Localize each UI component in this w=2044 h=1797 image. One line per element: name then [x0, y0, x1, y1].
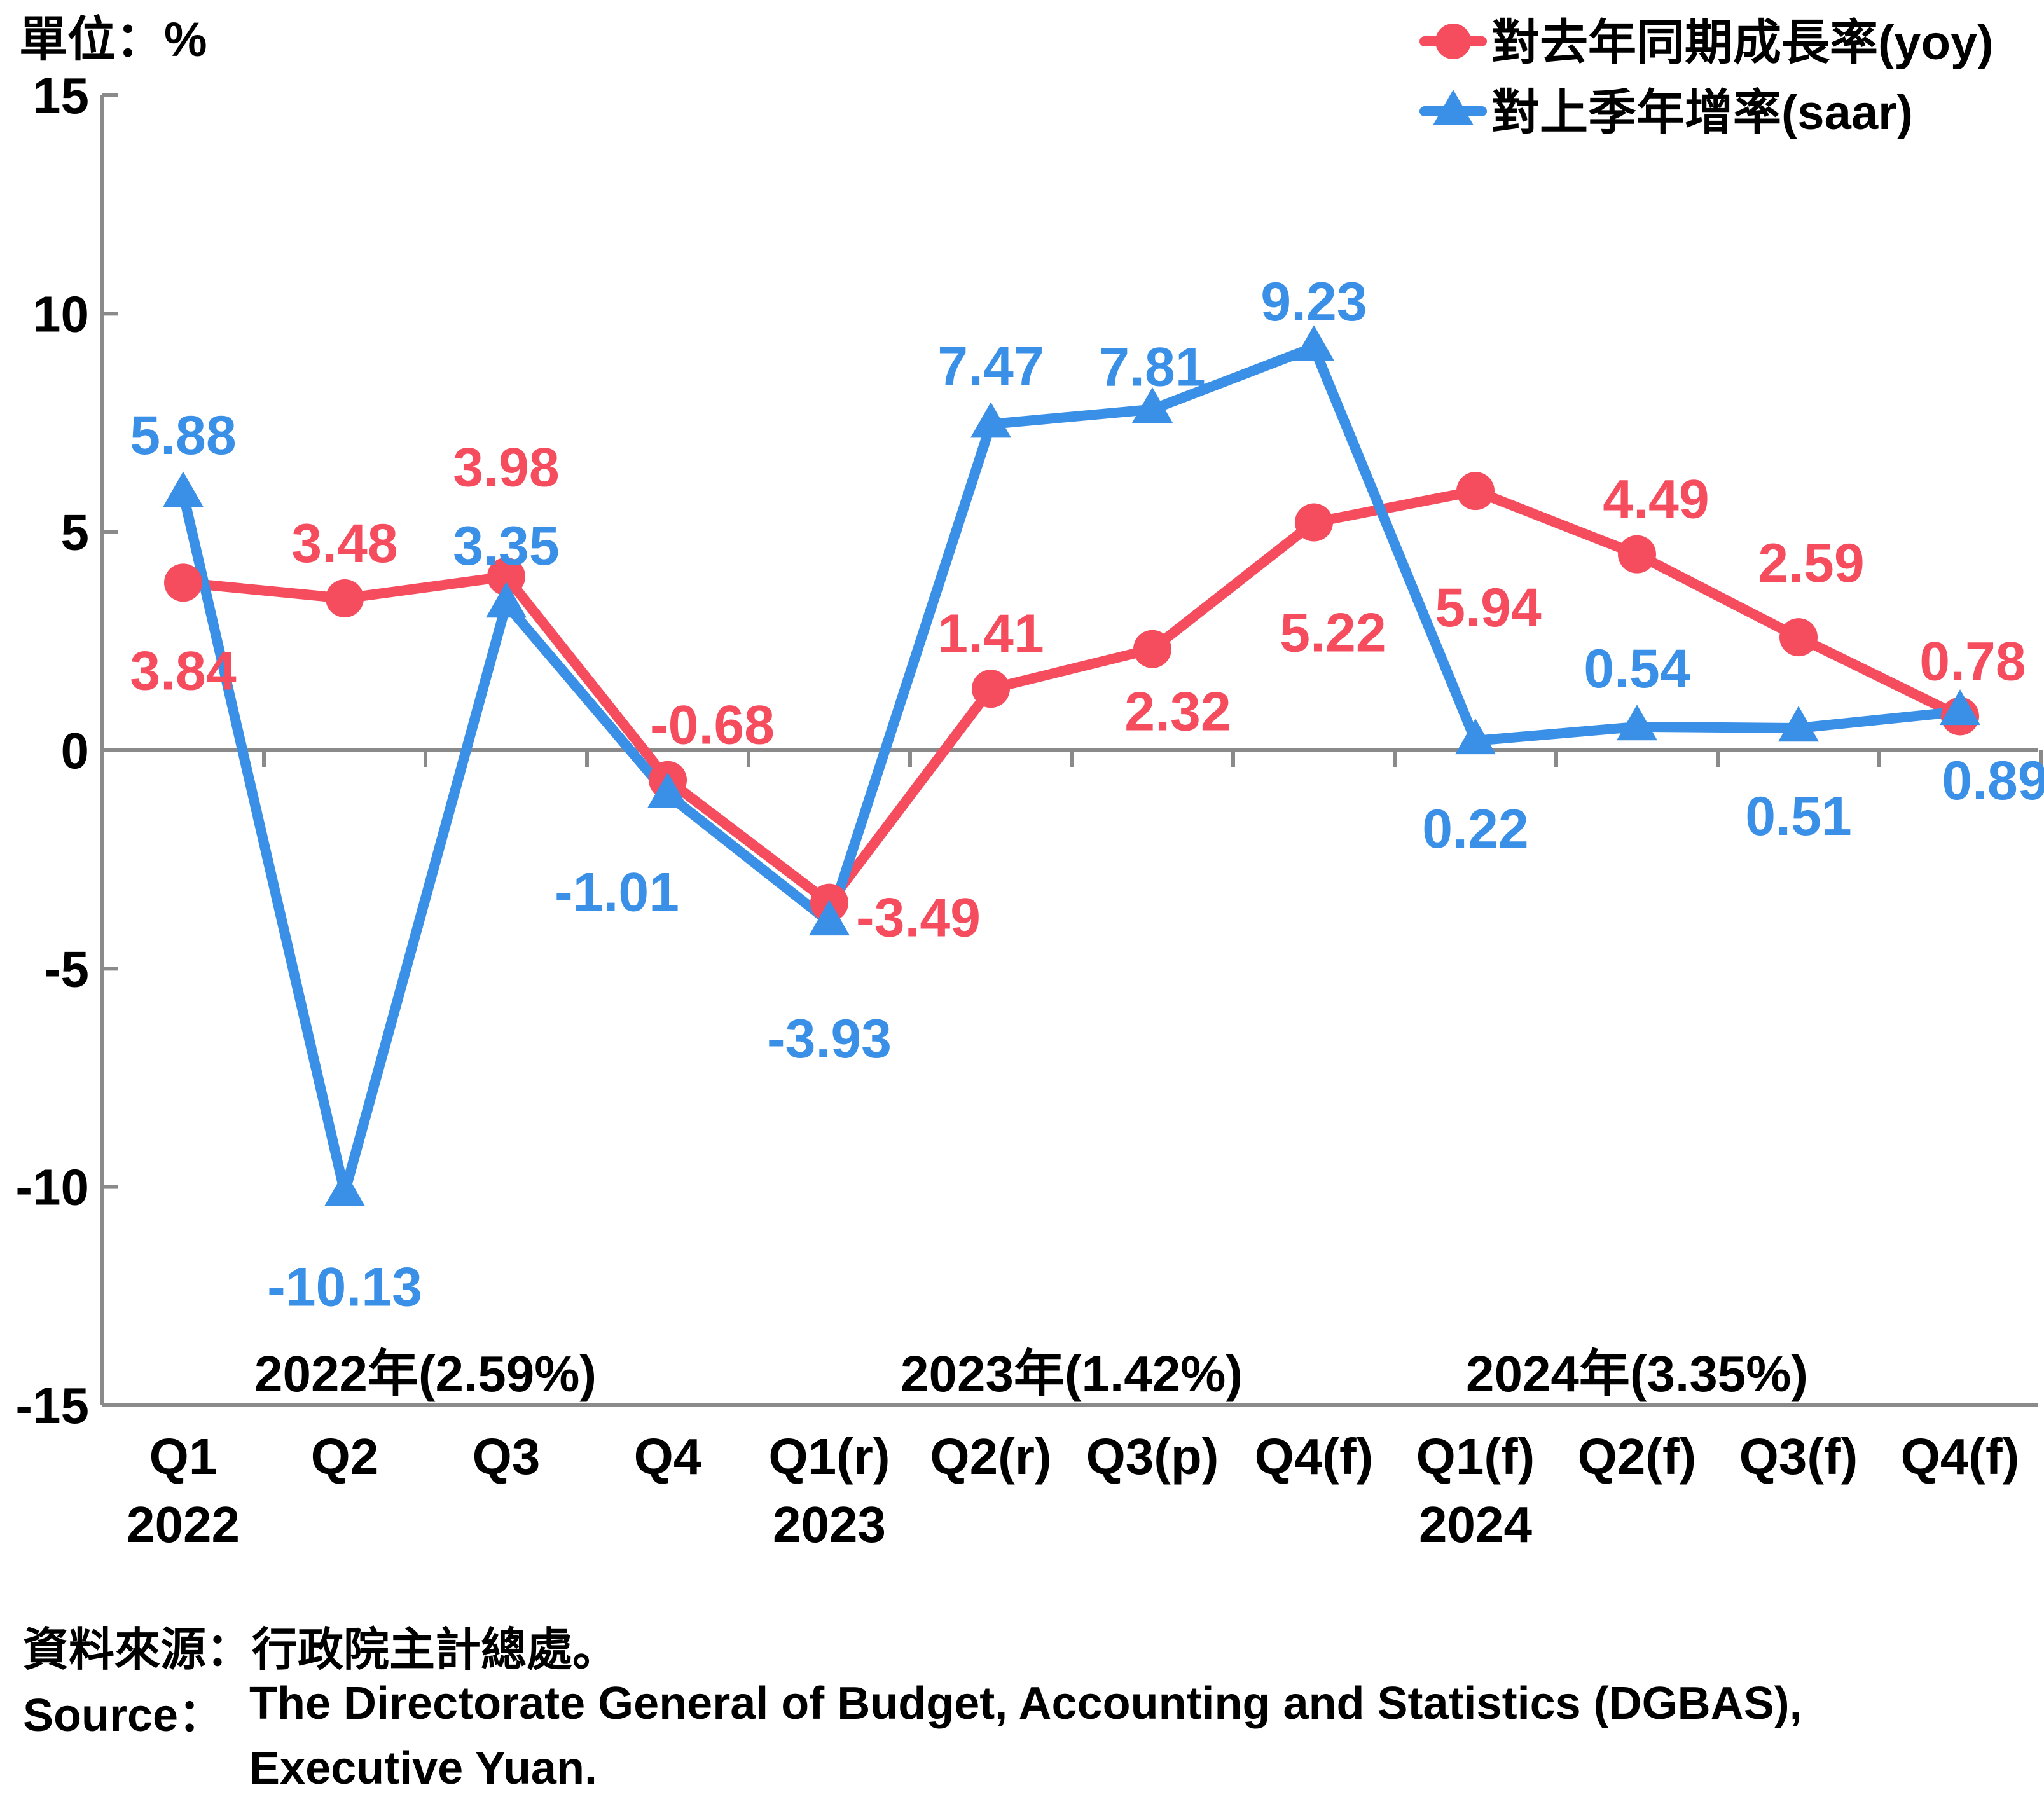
y-tick-label: -10	[15, 1159, 89, 1216]
yoy-data-label: -3.49	[856, 888, 981, 949]
saar-data-label: 0.22	[1422, 799, 1528, 860]
yoy-point	[972, 670, 1010, 708]
year-label: 2023	[773, 1496, 886, 1553]
x-tick-label: Q2(r)	[930, 1428, 1051, 1485]
saar-data-label: 0.51	[1745, 786, 1851, 847]
yoy-data-label: 1.41	[937, 603, 1044, 664]
annual-labels: 2022年(2.59%) 2023年(1.42%) 2024年(3.35%)	[254, 1346, 1808, 1402]
annual-growth-label: 2022年(2.59%)	[254, 1346, 597, 1402]
saar-point	[324, 1170, 365, 1206]
saar-point	[647, 772, 688, 808]
yoy-data-label: 0.78	[1919, 631, 2026, 692]
yoy-point	[1295, 503, 1333, 542]
yoy-point	[1618, 535, 1656, 574]
source-en-line2: Executive Yuan.	[249, 1743, 597, 1794]
yoy-point	[1133, 630, 1171, 668]
saar-point	[970, 402, 1011, 438]
x-tick-label: Q1(r)	[768, 1428, 890, 1485]
yoy-data-label: 4.49	[1603, 469, 1709, 530]
saar-point	[486, 582, 527, 618]
yoy-data-label: -0.68	[650, 695, 775, 756]
legend-marker	[1435, 24, 1471, 59]
y-tick-label: 5	[61, 504, 90, 561]
x-tick-label: Q3	[473, 1428, 541, 1485]
year-label: 2022	[127, 1496, 240, 1553]
saar-data-label: 0.54	[1584, 638, 1690, 699]
unit-label: 單位：%	[19, 13, 207, 67]
legend-marker	[1433, 90, 1474, 125]
yoy-point	[1456, 472, 1495, 511]
yoy-line	[178, 486, 1965, 908]
y-tick-label: 10	[32, 286, 89, 342]
yoy-data-label: 5.94	[1435, 577, 1542, 638]
source-en-label: Source：	[23, 1690, 224, 1741]
saar-data-label: -10.13	[267, 1257, 422, 1318]
saar-data-label: 7.47	[937, 336, 1044, 397]
saar-point	[163, 471, 204, 507]
yoy-data-label: 2.59	[1758, 533, 1864, 594]
x-tick-label: Q1(f)	[1416, 1428, 1535, 1485]
yoy-point	[164, 563, 202, 602]
yoy-point	[487, 557, 525, 596]
x-tick-label: Q2(f)	[1578, 1428, 1697, 1485]
yoy-data-label: 3.84	[130, 640, 237, 701]
saar-data-label: 3.35	[453, 516, 559, 577]
yoy-point	[1779, 618, 1818, 657]
legend-label: 對去年同期成長率(yoy)	[1491, 16, 1994, 70]
x-tick-label: Q4(f)	[1901, 1428, 2020, 1485]
saar-data-label: 9.23	[1260, 272, 1367, 333]
saar-point	[1455, 719, 1496, 755]
saar-point	[809, 900, 850, 936]
yoy-point	[326, 579, 364, 618]
y-tick-label: -15	[15, 1377, 89, 1434]
data-labels: 3.84 3.48 3.98 -0.68 -3.49 1.41 2.32 5.22 5.94 4.…	[130, 272, 2044, 1318]
saar-data-label: 0.89	[1942, 750, 2044, 811]
x-tick-label: Q3(p)	[1086, 1428, 1219, 1485]
x-tick-label: Q4(f)	[1255, 1428, 1374, 1485]
yoy-data-label: 3.98	[453, 437, 559, 499]
saar-point	[1617, 705, 1657, 741]
x-tick-label: Q1	[149, 1428, 218, 1485]
saar-point	[1940, 689, 1980, 726]
saar-point	[1294, 325, 1334, 361]
yoy-data-label: 2.32	[1124, 682, 1231, 743]
saar-data-label: 5.88	[130, 405, 236, 466]
saar-point	[1132, 387, 1173, 423]
yoy-data-label: 3.48	[291, 513, 397, 574]
source-en-line1: The Directorate General of Budget, Accou…	[249, 1678, 1802, 1729]
series-lines	[178, 342, 1965, 1198]
saar-data-label: 7.81	[1099, 337, 1205, 398]
x-tick-label: Q4	[634, 1428, 702, 1485]
annual-growth-label: 2024年(3.35%)	[1466, 1346, 1808, 1402]
yoy-data-label: 5.22	[1280, 603, 1386, 664]
legend: 對去年同期成長率(yoy) 對上季年增率(saar)	[1419, 16, 1994, 140]
x-tick-label: Q2	[311, 1428, 379, 1485]
saar-data-label: -1.01	[555, 862, 679, 923]
series-markers	[163, 325, 1980, 1206]
annual-growth-label: 2023年(1.42%)	[901, 1346, 1243, 1402]
source-zh: 資料來源：行政院主計總處。	[23, 1625, 619, 1676]
y-tick-label: 15	[32, 67, 89, 124]
saar-line	[178, 342, 1965, 1198]
y-tick-label: 0	[61, 722, 90, 779]
year-label: 2024	[1419, 1496, 1532, 1553]
y-tick-label: -5	[44, 940, 89, 997]
legend-label: 對上季年增率(saar)	[1491, 86, 1913, 140]
axes: 15 10 5 0 -5 -10 -15 單位：% Q1 Q2 Q3 Q4 Q1(r) Q2(r) Q3(p…	[15, 13, 2043, 1553]
x-tick-label: Q3(f)	[1739, 1428, 1858, 1485]
saar-point	[1778, 706, 1819, 742]
saar-data-label: -3.93	[767, 1009, 892, 1070]
